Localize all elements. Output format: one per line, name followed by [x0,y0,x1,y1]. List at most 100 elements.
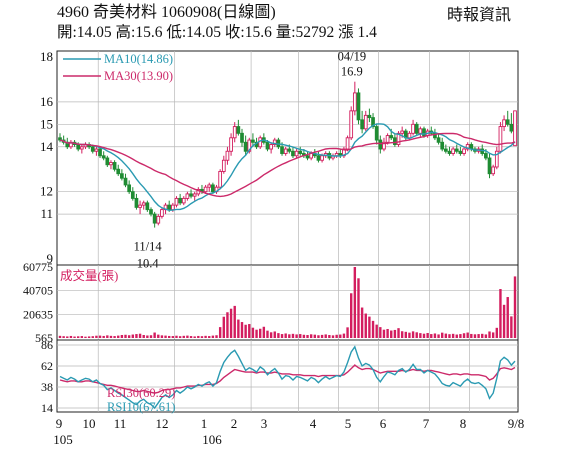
volume-bar [408,332,411,338]
volume-bar [368,316,371,338]
volume-bar [98,335,102,338]
x-tick-label: 9/8 [508,416,525,431]
candle-body [203,186,208,193]
candle-body [385,135,390,143]
volume-bar [168,335,171,338]
volume-bar [91,336,94,338]
candle-body [349,110,354,139]
volume-bar [160,335,164,338]
candle-body [218,171,223,188]
volume-bar [146,335,149,338]
candle-body [207,184,212,188]
price-tick-label: 16 [40,94,54,109]
volume-bar [353,267,357,338]
volume-bar [127,335,131,338]
volume-bar [375,324,378,338]
candle-body [167,204,172,211]
x-tick-label: 2 [231,416,238,431]
candle-body [294,150,299,157]
volume-bar [510,316,513,338]
candle-body [451,148,455,154]
candle-body [298,150,303,154]
candle-body [101,155,106,159]
price-tick-label: 9 [47,251,54,266]
volume-bar [339,334,342,338]
volume-bar [451,333,455,338]
volume-bar [73,336,76,338]
price-tick-label: 11 [40,206,53,221]
candle-body [305,155,310,159]
candle-body [130,191,135,199]
candle-body [345,137,350,150]
volume-bar [226,312,229,338]
price-panel: 18 16 15 14 12 11 9 MA10(14.86) MA30(13.90) 11/14… [40,49,519,271]
candle-body [443,148,448,152]
price-frame [56,50,519,266]
volume-bar [277,333,280,338]
volume-bar [229,308,233,338]
candle-body [109,162,113,166]
candle-body [400,130,405,134]
chart-title: 4960 奇美材料 1060908(日線圖) [57,4,276,21]
volume-bar [335,334,338,338]
candle-body [174,197,179,206]
candle-body [127,184,132,193]
candle-body [465,144,470,150]
candle-body [363,114,368,130]
volume-bar [200,336,204,338]
volume-bar [302,334,306,338]
candle-body [232,126,237,139]
volume-bar [255,329,258,338]
volume-bar [426,333,429,338]
volume-bar [106,335,109,338]
volume-bar [299,334,302,338]
candle-body [418,128,423,134]
volume-bar [444,333,448,338]
candle-body [505,119,510,125]
volume-bar [484,334,488,338]
volume-bar [251,327,255,338]
volume-bar [295,334,298,338]
volume-tick-label: 40705 [23,284,53,298]
volume-bar [459,334,462,338]
candle-body [371,117,375,128]
candle-body [76,144,81,150]
x-tick-label: 8 [460,416,467,431]
volume-tick-label: 565 [35,331,53,345]
legend-label-ma30: MA30(13.90) [104,69,173,83]
volume-bar [280,334,284,338]
volume-bar [491,332,495,338]
volume-bar [306,335,309,338]
candle-body [243,141,248,152]
candle-body [123,177,128,186]
volume-bar [259,328,262,338]
ma30-line [59,132,516,198]
ma10-line [59,123,516,212]
price-tick-label: 14 [40,139,54,154]
x-tick-label: 5 [345,416,352,431]
candle-body [316,155,321,161]
volume-bar [189,336,193,338]
volume-bar [178,336,182,338]
candle-body [280,146,284,154]
volume-bar [313,334,316,338]
rsi-tick-label: 86 [41,338,53,352]
candle-body [156,215,161,224]
rsi-tick-label: 14 [41,401,53,415]
volume-bar [360,307,364,338]
volume-bar [84,336,87,338]
candle-body [189,193,193,197]
candle-body [90,146,95,152]
volume-bar [117,335,120,338]
candle-body [170,204,175,211]
price-tick-label: 15 [40,116,53,131]
candle-body [484,153,488,159]
volume-bar [499,289,502,338]
volume-bar [346,327,349,338]
volume-bar [309,334,313,338]
volume-bar [470,333,473,338]
volume-bar [481,333,484,338]
candle-body [498,126,503,152]
volume-bar [237,319,240,338]
candle-body [502,119,506,128]
